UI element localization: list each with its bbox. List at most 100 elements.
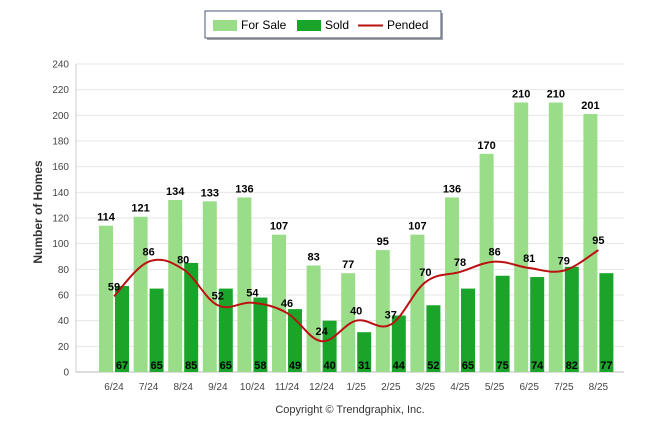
for-sale-bar	[237, 197, 252, 372]
pended-legend-label: Pended	[387, 18, 428, 32]
for-sale-value-label: 77	[342, 259, 354, 271]
sold-bar	[322, 320, 337, 372]
legend: For Sale Sold Pended	[204, 10, 443, 40]
x-tick-label: 7/24	[139, 382, 159, 393]
sold-value-label: 65	[462, 360, 474, 372]
pended-value-label: 79	[558, 256, 570, 268]
sold-value-label: 75	[496, 360, 508, 372]
sold-bar	[357, 332, 372, 372]
for-sale-bar	[133, 216, 148, 372]
sold-value-label: 40	[323, 360, 335, 372]
pended-value-label: 70	[419, 267, 431, 279]
sold-bar	[426, 305, 441, 372]
sold-bar	[495, 275, 510, 372]
for-sale-value-label: 114	[97, 212, 116, 224]
x-tick-label: 8/25	[589, 382, 609, 393]
x-tick-label: 2/25	[381, 382, 401, 393]
y-tick-label: 20	[58, 342, 70, 353]
y-tick-label: 120	[52, 214, 69, 225]
for-sale-bar	[168, 200, 183, 372]
y-tick-label: 220	[52, 85, 69, 96]
sold-bar	[288, 309, 302, 372]
y-axis-title: Number of Homes	[31, 160, 45, 264]
for-sale-bar	[375, 250, 390, 372]
x-tick-label: 3/25	[416, 382, 436, 393]
pended-value-label: 78	[454, 257, 466, 269]
pended-value-label: 46	[281, 298, 293, 310]
for-sale-bar	[306, 265, 321, 372]
for-sale-value-label: 170	[477, 140, 495, 152]
sold-value-label: 65	[150, 360, 162, 372]
for-sale-value-label: 83	[307, 251, 319, 263]
for-sale-bar	[99, 225, 113, 372]
pended-line	[113, 249, 599, 343]
pended-value-label: 81	[523, 253, 535, 265]
bars-group	[99, 102, 614, 373]
x-tick-label: 6/24	[104, 382, 124, 393]
sold-legend-swatch	[297, 20, 321, 31]
pended-value-label: 40	[350, 306, 362, 318]
sold-value-label: 58	[254, 360, 266, 372]
sold-bar	[115, 286, 129, 372]
x-tick-label: 11/24	[275, 382, 300, 393]
for-sale-value-label: 133	[201, 187, 219, 199]
y-tick-label: 60	[58, 291, 70, 302]
x-tick-label: 4/25	[450, 382, 470, 393]
pended-value-label: 59	[108, 281, 120, 293]
legend-box	[204, 10, 442, 39]
sold-value-label: 77	[600, 360, 612, 372]
sold-value-label: 65	[220, 360, 232, 372]
for-sale-legend-swatch	[213, 20, 237, 31]
y-tick-label: 40	[58, 316, 70, 327]
for-sale-value-label: 107	[270, 221, 288, 233]
for-sale-value-label: 210	[547, 89, 565, 101]
for-sale-bar	[202, 201, 217, 372]
sold-bar	[564, 266, 579, 372]
pended-line-group	[113, 249, 599, 343]
for-sale-legend-label: For Sale	[241, 18, 287, 32]
y-tick-label: 80	[58, 265, 70, 276]
x-tick-label: 1/25	[346, 382, 366, 393]
sold-bar	[149, 288, 164, 372]
for-sale-value-label: 201	[581, 100, 599, 112]
grid-lines	[75, 63, 624, 373]
pended-value-label: 86	[488, 247, 500, 259]
sold-value-label: 82	[566, 360, 578, 372]
pended-value-label: 52	[212, 290, 224, 302]
x-tick-label: 8/24	[173, 382, 193, 393]
pended-value-label: 95	[592, 235, 604, 247]
for-sale-value-label: 136	[443, 183, 461, 195]
y-tick-label: 100	[52, 239, 69, 250]
for-sale-value-label: 121	[131, 203, 149, 215]
for-sale-bar	[410, 234, 425, 372]
for-sale-value-label: 134	[166, 186, 185, 198]
sold-bar	[530, 277, 545, 372]
for-sale-bar	[583, 114, 598, 373]
pended-value-label: 54	[246, 288, 259, 300]
y-tick-label: 140	[52, 188, 69, 199]
sold-value-label: 74	[531, 360, 544, 372]
pended-value-label: 37	[385, 310, 397, 322]
y-axis-ticks: 0 20 40 60 80 100 120 140 160 180 200 220 240	[52, 60, 69, 379]
for-sale-value-label: 107	[408, 221, 426, 233]
x-tick-label: 10/24	[240, 382, 265, 393]
sold-legend-label: Sold	[325, 18, 349, 32]
for-sale-bar	[272, 234, 286, 372]
x-tick-label: 12/24	[309, 382, 334, 393]
sold-value-label: 31	[358, 360, 370, 372]
sold-bar	[253, 297, 268, 372]
x-tick-label: 7/25	[554, 382, 574, 393]
x-tick-label: 5/25	[485, 382, 505, 393]
y-tick-label: 200	[52, 111, 69, 122]
y-tick-label: 180	[52, 137, 69, 148]
sold-bar	[391, 315, 406, 372]
for-sale-bar	[445, 197, 459, 372]
pended-value-label: 80	[177, 254, 189, 266]
for-sale-bar	[548, 102, 563, 372]
for-sale-bar	[341, 273, 356, 372]
value-labels: 114 67 121 65 134 85 133 65 136 58 107 49 83 40 77 31 95…	[97, 89, 612, 373]
sold-value-label: 49	[289, 360, 301, 372]
sold-bar	[599, 273, 614, 372]
